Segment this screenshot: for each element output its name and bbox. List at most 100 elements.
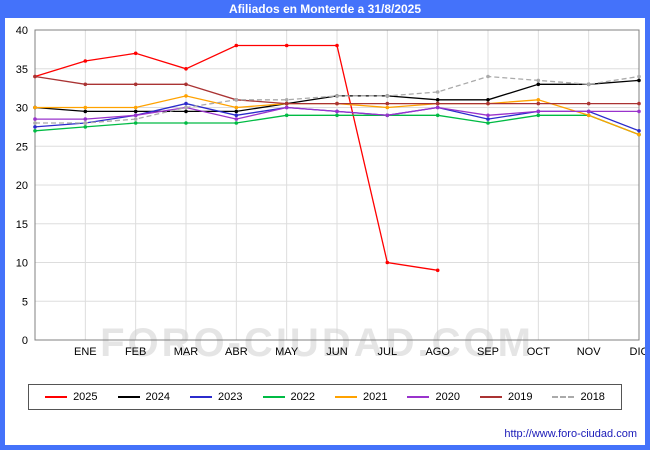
data-point bbox=[184, 121, 188, 125]
y-tick-label: 15 bbox=[16, 219, 28, 231]
data-point bbox=[536, 98, 541, 102]
data-point bbox=[435, 98, 440, 102]
y-tick-label: 0 bbox=[22, 335, 28, 347]
data-point bbox=[435, 113, 440, 118]
data-point bbox=[33, 117, 37, 121]
legend-label: 2021 bbox=[363, 391, 388, 403]
data-point bbox=[586, 82, 591, 87]
data-point bbox=[536, 78, 541, 83]
legend-item-2022: 2022 bbox=[262, 391, 315, 403]
data-point bbox=[385, 94, 390, 98]
data-point bbox=[184, 82, 188, 87]
data-point bbox=[486, 113, 490, 118]
legend-item-2025: 2025 bbox=[45, 391, 98, 403]
data-point bbox=[234, 117, 239, 121]
x-tick-label: FEB bbox=[125, 346, 146, 358]
data-point bbox=[284, 105, 289, 110]
y-tick-label: 35 bbox=[16, 64, 28, 76]
data-point bbox=[234, 43, 239, 48]
data-point bbox=[234, 113, 239, 118]
x-tick-label: OCT bbox=[527, 346, 551, 358]
y-tick-label: 30 bbox=[16, 103, 28, 115]
data-point bbox=[184, 67, 188, 71]
data-point bbox=[184, 94, 188, 98]
legend-label: 2023 bbox=[218, 391, 243, 403]
y-tick-label: 5 bbox=[22, 296, 28, 308]
data-point bbox=[385, 101, 390, 106]
data-point bbox=[586, 101, 591, 106]
data-point bbox=[33, 125, 37, 129]
data-point bbox=[234, 109, 239, 114]
y-tick-label: 25 bbox=[16, 141, 28, 153]
data-point bbox=[536, 109, 541, 114]
data-point bbox=[184, 109, 188, 114]
plot-border bbox=[34, 29, 640, 341]
data-point bbox=[234, 98, 239, 102]
y-tick-label: 40 bbox=[16, 25, 28, 37]
x-tick-label: AGO bbox=[425, 346, 450, 358]
data-point bbox=[335, 109, 339, 114]
legend-swatch bbox=[262, 396, 285, 398]
legend-swatch bbox=[190, 396, 213, 398]
x-tick-label: SEP bbox=[477, 346, 499, 358]
data-point bbox=[435, 101, 440, 106]
y-tick-label: 10 bbox=[16, 258, 28, 270]
data-point bbox=[385, 113, 390, 118]
footer-link[interactable]: http://www.foro-ciudad.com bbox=[504, 428, 637, 440]
legend-swatch bbox=[335, 396, 357, 398]
data-point bbox=[335, 94, 339, 98]
data-point bbox=[284, 101, 289, 106]
title-bar: Afiliados en Monterde a 31/8/2025 bbox=[0, 0, 650, 18]
legend-swatch bbox=[479, 396, 502, 398]
data-point bbox=[133, 121, 138, 125]
data-point bbox=[83, 125, 88, 129]
data-point bbox=[83, 105, 88, 110]
x-tick-label: JUN bbox=[326, 346, 347, 358]
data-point bbox=[33, 74, 37, 79]
legend-label: 2022 bbox=[290, 391, 315, 403]
data-point bbox=[335, 101, 339, 106]
data-point bbox=[234, 105, 239, 110]
data-point bbox=[335, 113, 339, 118]
data-point bbox=[637, 109, 641, 114]
legend-item-2023: 2023 bbox=[190, 391, 243, 403]
data-point bbox=[536, 101, 541, 106]
data-point bbox=[133, 82, 138, 87]
data-point bbox=[586, 113, 591, 118]
legend-item-2019: 2019 bbox=[479, 391, 533, 403]
x-tick-label: MAY bbox=[275, 346, 299, 358]
data-point bbox=[586, 109, 591, 114]
legend-label: 2019 bbox=[507, 391, 533, 403]
data-point bbox=[435, 90, 440, 94]
data-point bbox=[637, 101, 641, 106]
x-tick-label: NOV bbox=[577, 346, 602, 358]
chart-area: 0 5 10 15 20 25 30 35 40 FORO-CIUDAD.COM ENE FEB MAR… bbox=[5, 18, 645, 445]
watermark: FORO-CIUDAD.COM bbox=[100, 321, 534, 365]
data-point bbox=[637, 74, 641, 79]
legend-swatch bbox=[45, 396, 68, 398]
data-point bbox=[486, 98, 490, 102]
data-point bbox=[83, 117, 88, 121]
legend-item-2021: 2021 bbox=[335, 391, 387, 403]
data-point bbox=[335, 43, 339, 48]
legend-item-2020: 2020 bbox=[407, 391, 460, 403]
data-point bbox=[33, 121, 37, 125]
legend-label: 2020 bbox=[435, 391, 460, 403]
data-point bbox=[486, 121, 490, 125]
data-point bbox=[536, 113, 541, 118]
data-point bbox=[486, 74, 490, 79]
data-point bbox=[486, 117, 490, 121]
data-point bbox=[637, 129, 641, 133]
data-point bbox=[284, 43, 289, 48]
data-point bbox=[133, 117, 138, 121]
data-point bbox=[83, 121, 88, 125]
data-point bbox=[133, 51, 138, 56]
data-point bbox=[133, 109, 138, 114]
data-point bbox=[33, 129, 37, 133]
data-point bbox=[133, 105, 138, 110]
data-point bbox=[284, 98, 289, 102]
data-point bbox=[83, 82, 88, 87]
legend-swatch bbox=[407, 396, 430, 398]
data-point bbox=[486, 101, 490, 106]
